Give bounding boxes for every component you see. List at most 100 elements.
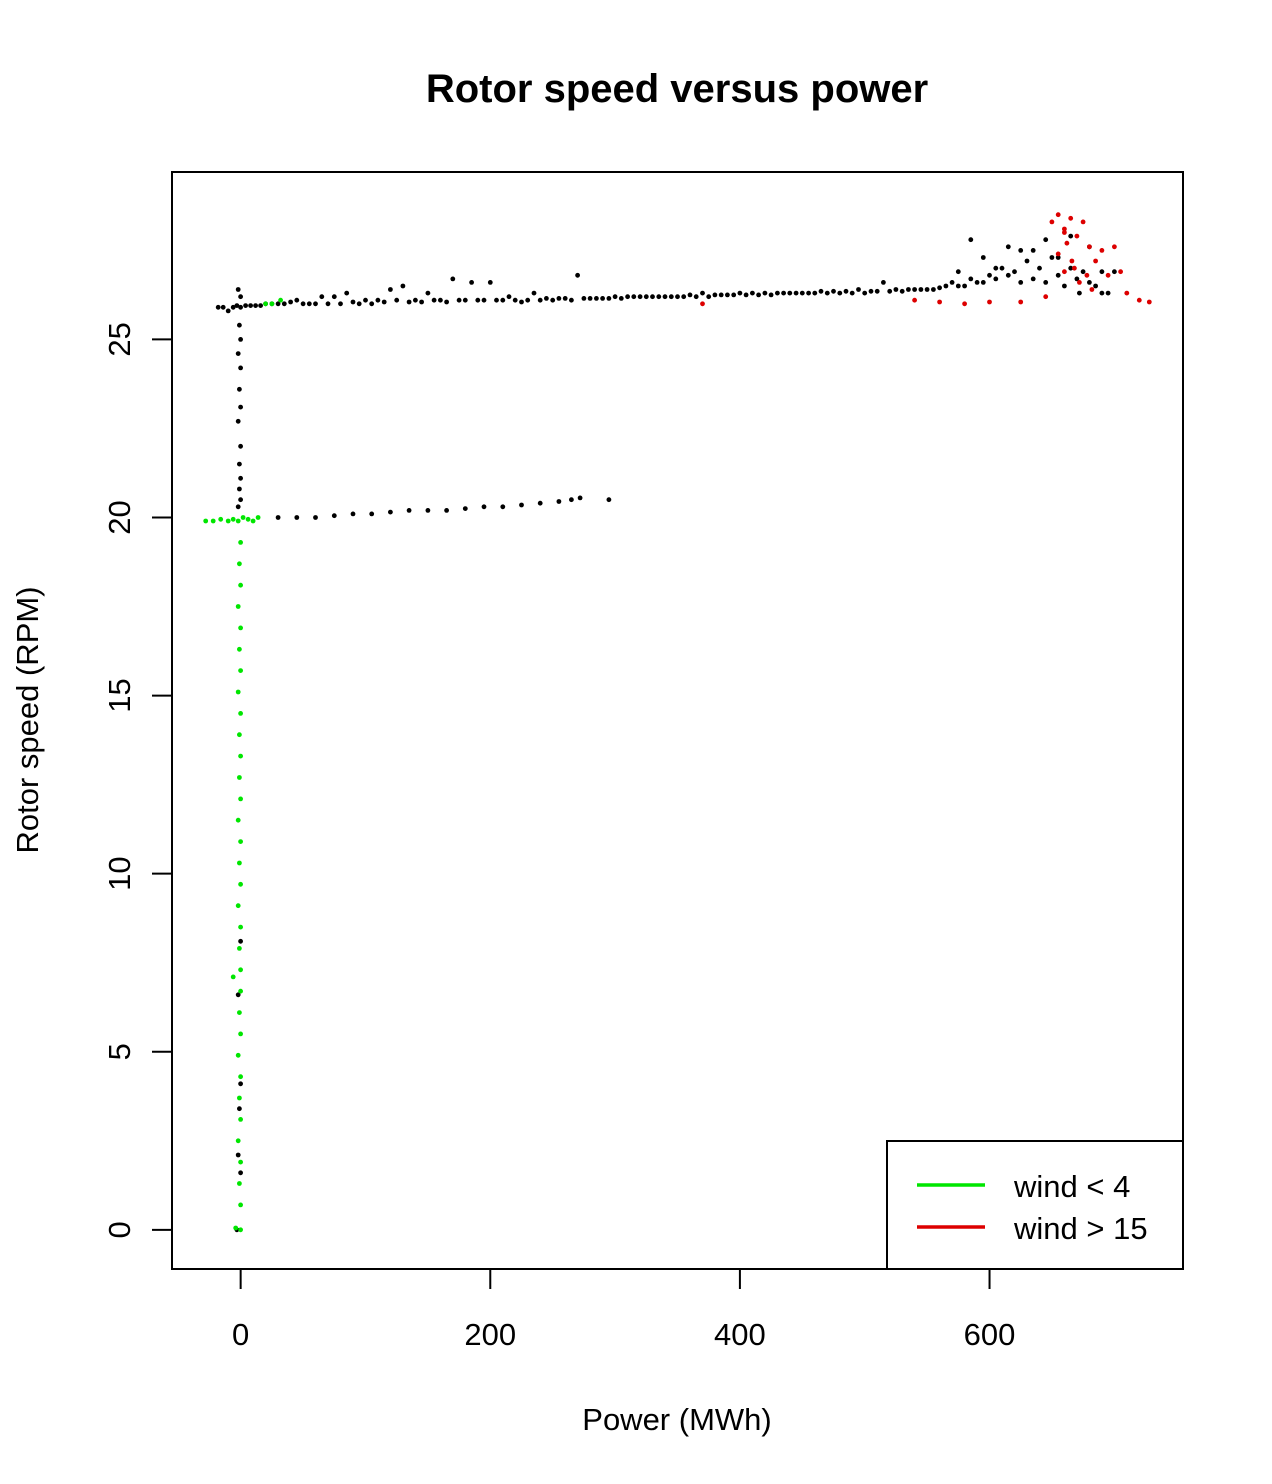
data-point	[1030, 248, 1036, 253]
y-axis: 0 5 10 15 20 25	[102, 322, 173, 1238]
data-point	[706, 294, 712, 300]
data-point	[562, 296, 568, 301]
data-point	[781, 290, 786, 296]
data-point	[1018, 248, 1024, 253]
data-point	[235, 1152, 241, 1158]
data-point	[949, 280, 955, 285]
data-point	[537, 500, 543, 506]
data-point	[331, 294, 337, 300]
x-tick-label: 400	[714, 1317, 766, 1352]
data-point	[406, 299, 412, 305]
data-point	[631, 294, 637, 300]
data-point	[1068, 265, 1074, 271]
data-point	[968, 276, 974, 282]
data-point	[931, 287, 936, 292]
data-point	[569, 497, 574, 503]
data-point	[238, 1031, 244, 1037]
data-point	[818, 288, 824, 294]
y-tick-label: 0	[102, 1221, 137, 1238]
data-point	[350, 299, 356, 305]
data-point	[681, 294, 687, 300]
data-point	[238, 497, 244, 503]
data-point	[1136, 297, 1142, 303]
data-point	[912, 297, 917, 303]
data-point	[238, 1227, 244, 1233]
data-point	[238, 839, 244, 844]
data-point	[1062, 283, 1067, 289]
data-point	[831, 288, 836, 294]
data-point	[444, 508, 449, 513]
data-point	[569, 297, 574, 303]
data-point	[462, 506, 468, 511]
data-point	[369, 511, 375, 517]
data-point	[899, 288, 905, 294]
data-point	[237, 775, 242, 780]
data-point	[1093, 283, 1098, 289]
data-point	[237, 386, 242, 392]
data-point	[238, 988, 244, 994]
data-point	[456, 297, 462, 303]
data-point	[1074, 233, 1080, 239]
data-point	[238, 540, 244, 545]
data-point	[294, 297, 300, 303]
data-point	[237, 561, 242, 567]
data-point	[350, 511, 356, 517]
data-point	[587, 296, 593, 301]
data-point	[606, 296, 612, 301]
data-point	[687, 292, 693, 298]
data-point	[862, 290, 868, 296]
data-point	[240, 515, 246, 520]
data-point	[1146, 299, 1152, 305]
data-point	[980, 255, 986, 260]
data-point	[725, 292, 730, 298]
data-point	[450, 276, 456, 282]
data-point	[1055, 212, 1061, 218]
data-point	[238, 582, 244, 588]
data-point	[1077, 290, 1082, 296]
data-point	[1087, 244, 1092, 250]
data-point	[1043, 237, 1049, 243]
data-point	[937, 299, 942, 305]
data-point	[1087, 280, 1092, 285]
data-point	[230, 974, 236, 980]
data-point	[1012, 269, 1017, 275]
data-point	[238, 625, 244, 631]
data-point	[625, 294, 630, 300]
data-point	[210, 518, 216, 524]
y-tick-label: 15	[102, 678, 137, 712]
data-point	[1018, 299, 1024, 305]
data-point	[993, 265, 999, 271]
data-point	[253, 303, 258, 308]
y-tick-label: 25	[102, 322, 137, 356]
data-point	[238, 294, 244, 300]
data-point	[425, 508, 431, 513]
data-point	[238, 1074, 244, 1080]
data-point	[887, 288, 893, 294]
data-point	[238, 365, 244, 371]
data-point	[662, 294, 668, 300]
data-point	[1064, 240, 1070, 246]
data-point	[1099, 248, 1105, 253]
data-point	[1074, 276, 1080, 282]
data-point	[1037, 265, 1042, 271]
data-point	[1068, 215, 1074, 221]
data-point	[519, 299, 524, 305]
data-point	[238, 753, 244, 759]
data-point	[506, 294, 512, 300]
data-point	[356, 301, 362, 307]
data-point	[1005, 244, 1011, 250]
data-point	[275, 301, 281, 307]
data-point	[1049, 219, 1055, 225]
y-tick-label: 10	[102, 856, 137, 890]
data-point	[1049, 255, 1055, 260]
data-point	[235, 689, 241, 695]
x-tick-label: 0	[232, 1317, 249, 1352]
data-point	[531, 290, 537, 296]
data-point	[1055, 251, 1061, 257]
data-point	[238, 796, 244, 802]
data-point	[849, 290, 855, 296]
data-point	[1055, 255, 1061, 260]
data-point	[238, 938, 244, 944]
data-point	[594, 296, 599, 301]
